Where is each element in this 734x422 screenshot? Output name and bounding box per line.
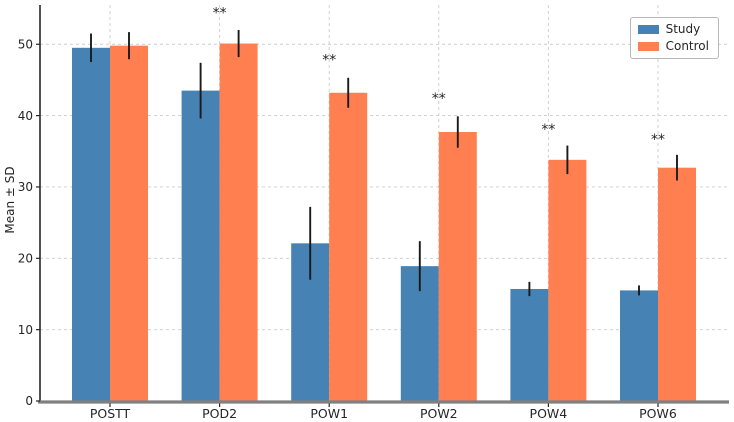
bar-study-POW6 [620,290,658,401]
y-tick-label-10: 10 [18,323,33,337]
control-color-swatch [637,42,659,51]
bar-control-POSTT [110,45,148,402]
significance-marker-POW1: ** [322,53,336,69]
bar-study-POD2 [181,90,220,402]
significance-marker-POW4: ** [541,122,555,138]
bar-control-POW6 [658,167,696,401]
x-tick-label-POW1: POW1 [310,406,348,421]
x-tick-label-POW4: POW4 [530,406,568,421]
bar-control-POW4 [548,159,587,401]
x-tick-label-POW2: POW2 [420,406,458,421]
legend-entry-control: Control [637,39,709,53]
y-tick-label-30: 30 [18,180,33,194]
y-tick-label-0: 0 [25,394,33,408]
y-tick-label-40: 40 [18,109,33,123]
legend: Study Control [629,17,719,59]
x-tick-label-POW6: POW6 [639,406,677,421]
bar-study-POW4 [510,288,549,401]
study-color-swatch [637,25,659,34]
bar-control-POD2 [219,43,258,402]
legend-label-study: Study [665,22,701,36]
x-tick-label-POD2: POD2 [202,406,237,421]
y-tick-label-20: 20 [18,251,33,265]
bar-control-POW2 [438,132,477,401]
legend-label-control: Control [665,39,709,53]
bar-control-POW1 [329,92,368,402]
y-axis-label: Mean ± SD [3,166,17,233]
significance-marker-POW2: ** [432,91,446,107]
bar-study-POSTT [72,47,110,401]
x-tick-label-POSTT: POSTT [90,406,131,421]
significance-marker-POD2: ** [213,6,227,22]
legend-entry-study: Study [637,22,709,36]
y-tick-label-50: 50 [18,37,33,51]
significance-marker-POW6: ** [651,132,665,148]
